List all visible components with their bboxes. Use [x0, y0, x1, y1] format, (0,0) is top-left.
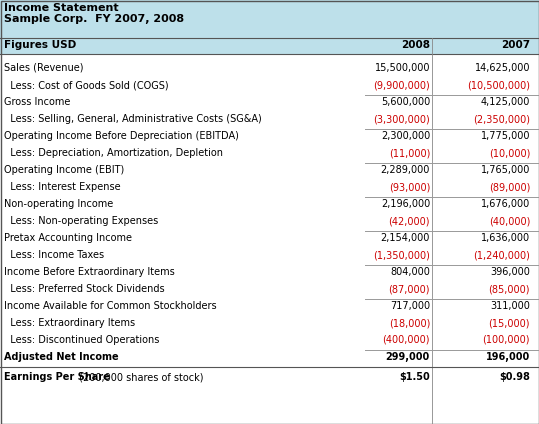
Text: 1,765,000: 1,765,000	[481, 165, 530, 175]
Text: (89,000): (89,000)	[489, 182, 530, 192]
Text: 1,636,000: 1,636,000	[481, 233, 530, 243]
Text: (11,000): (11,000)	[389, 148, 430, 158]
Text: (400,000): (400,000)	[383, 335, 430, 345]
Text: (3,300,000): (3,300,000)	[373, 114, 430, 124]
Text: (42,000): (42,000)	[389, 216, 430, 226]
Text: (100,000): (100,000)	[482, 335, 530, 345]
Text: Income Statement: Income Statement	[4, 3, 119, 13]
Text: (200,000 shares of stock): (200,000 shares of stock)	[76, 372, 204, 382]
Text: $0.98: $0.98	[499, 372, 530, 382]
Text: 2,300,000: 2,300,000	[381, 131, 430, 141]
Text: Less: Cost of Goods Sold (COGS): Less: Cost of Goods Sold (COGS)	[4, 80, 169, 90]
Text: 717,000: 717,000	[390, 301, 430, 311]
Text: Less: Income Taxes: Less: Income Taxes	[4, 250, 104, 260]
Text: 1,676,000: 1,676,000	[481, 199, 530, 209]
Text: 396,000: 396,000	[490, 267, 530, 277]
Bar	[0, 38, 539, 54]
Text: 311,000: 311,000	[490, 301, 530, 311]
Text: 804,000: 804,000	[390, 267, 430, 277]
Text: (15,000): (15,000)	[488, 318, 530, 328]
Text: 196,000: 196,000	[486, 352, 530, 362]
Text: Less: Interest Expense: Less: Interest Expense	[4, 182, 121, 192]
Text: Less: Extraordinary Items: Less: Extraordinary Items	[4, 318, 135, 328]
Text: 2,196,000: 2,196,000	[381, 199, 430, 209]
Text: Sales (Revenue): Sales (Revenue)	[4, 63, 84, 73]
Text: Operating Income Before Depreciation (EBITDA): Operating Income Before Depreciation (EB…	[4, 131, 239, 141]
Bar	[0, 0, 539, 38]
Text: 299,000: 299,000	[386, 352, 430, 362]
Text: (10,500,000): (10,500,000)	[467, 80, 530, 90]
Text: Figures USD: Figures USD	[4, 40, 76, 50]
Text: Less: Depreciation, Amortization, Depletion: Less: Depreciation, Amortization, Deplet…	[4, 148, 223, 158]
Text: 15,500,000: 15,500,000	[375, 63, 430, 73]
Text: Income Before Extraordinary Items: Income Before Extraordinary Items	[4, 267, 175, 277]
Text: (1,240,000): (1,240,000)	[473, 250, 530, 260]
Text: (87,000): (87,000)	[389, 284, 430, 294]
Text: Non-operating Income: Non-operating Income	[4, 199, 113, 209]
Text: Gross Income: Gross Income	[4, 97, 71, 107]
Text: (10,000): (10,000)	[489, 148, 530, 158]
Text: Income Available for Common Stockholders: Income Available for Common Stockholders	[4, 301, 217, 311]
Text: Sample Corp.  FY 2007, 2008: Sample Corp. FY 2007, 2008	[4, 14, 184, 24]
Text: (2,350,000): (2,350,000)	[473, 114, 530, 124]
Text: Earnings Per Share: Earnings Per Share	[4, 372, 110, 382]
Text: 5,600,000: 5,600,000	[381, 97, 430, 107]
Text: Less: Preferred Stock Dividends: Less: Preferred Stock Dividends	[4, 284, 164, 294]
Text: Operating Income (EBIT): Operating Income (EBIT)	[4, 165, 125, 175]
Text: Less: Discontinued Operations: Less: Discontinued Operations	[4, 335, 160, 345]
Text: Less: Selling, General, Administrative Costs (SG&A): Less: Selling, General, Administrative C…	[4, 114, 262, 124]
Text: (85,000): (85,000)	[488, 284, 530, 294]
Text: (40,000): (40,000)	[489, 216, 530, 226]
Text: Less: Non-operating Expenses: Less: Non-operating Expenses	[4, 216, 158, 226]
Text: Adjusted Net Income: Adjusted Net Income	[4, 352, 119, 362]
Text: (9,900,000): (9,900,000)	[373, 80, 430, 90]
Text: 2,289,000: 2,289,000	[381, 165, 430, 175]
Text: (18,000): (18,000)	[389, 318, 430, 328]
Text: 1,775,000: 1,775,000	[480, 131, 530, 141]
Text: 4,125,000: 4,125,000	[481, 97, 530, 107]
Text: 2008: 2008	[401, 40, 430, 50]
Text: $1.50: $1.50	[399, 372, 430, 382]
Text: 2,154,000: 2,154,000	[381, 233, 430, 243]
Text: 2007: 2007	[501, 40, 530, 50]
Text: 14,625,000: 14,625,000	[474, 63, 530, 73]
Text: (1,350,000): (1,350,000)	[373, 250, 430, 260]
Text: (93,000): (93,000)	[389, 182, 430, 192]
Text: Pretax Accounting Income: Pretax Accounting Income	[4, 233, 132, 243]
